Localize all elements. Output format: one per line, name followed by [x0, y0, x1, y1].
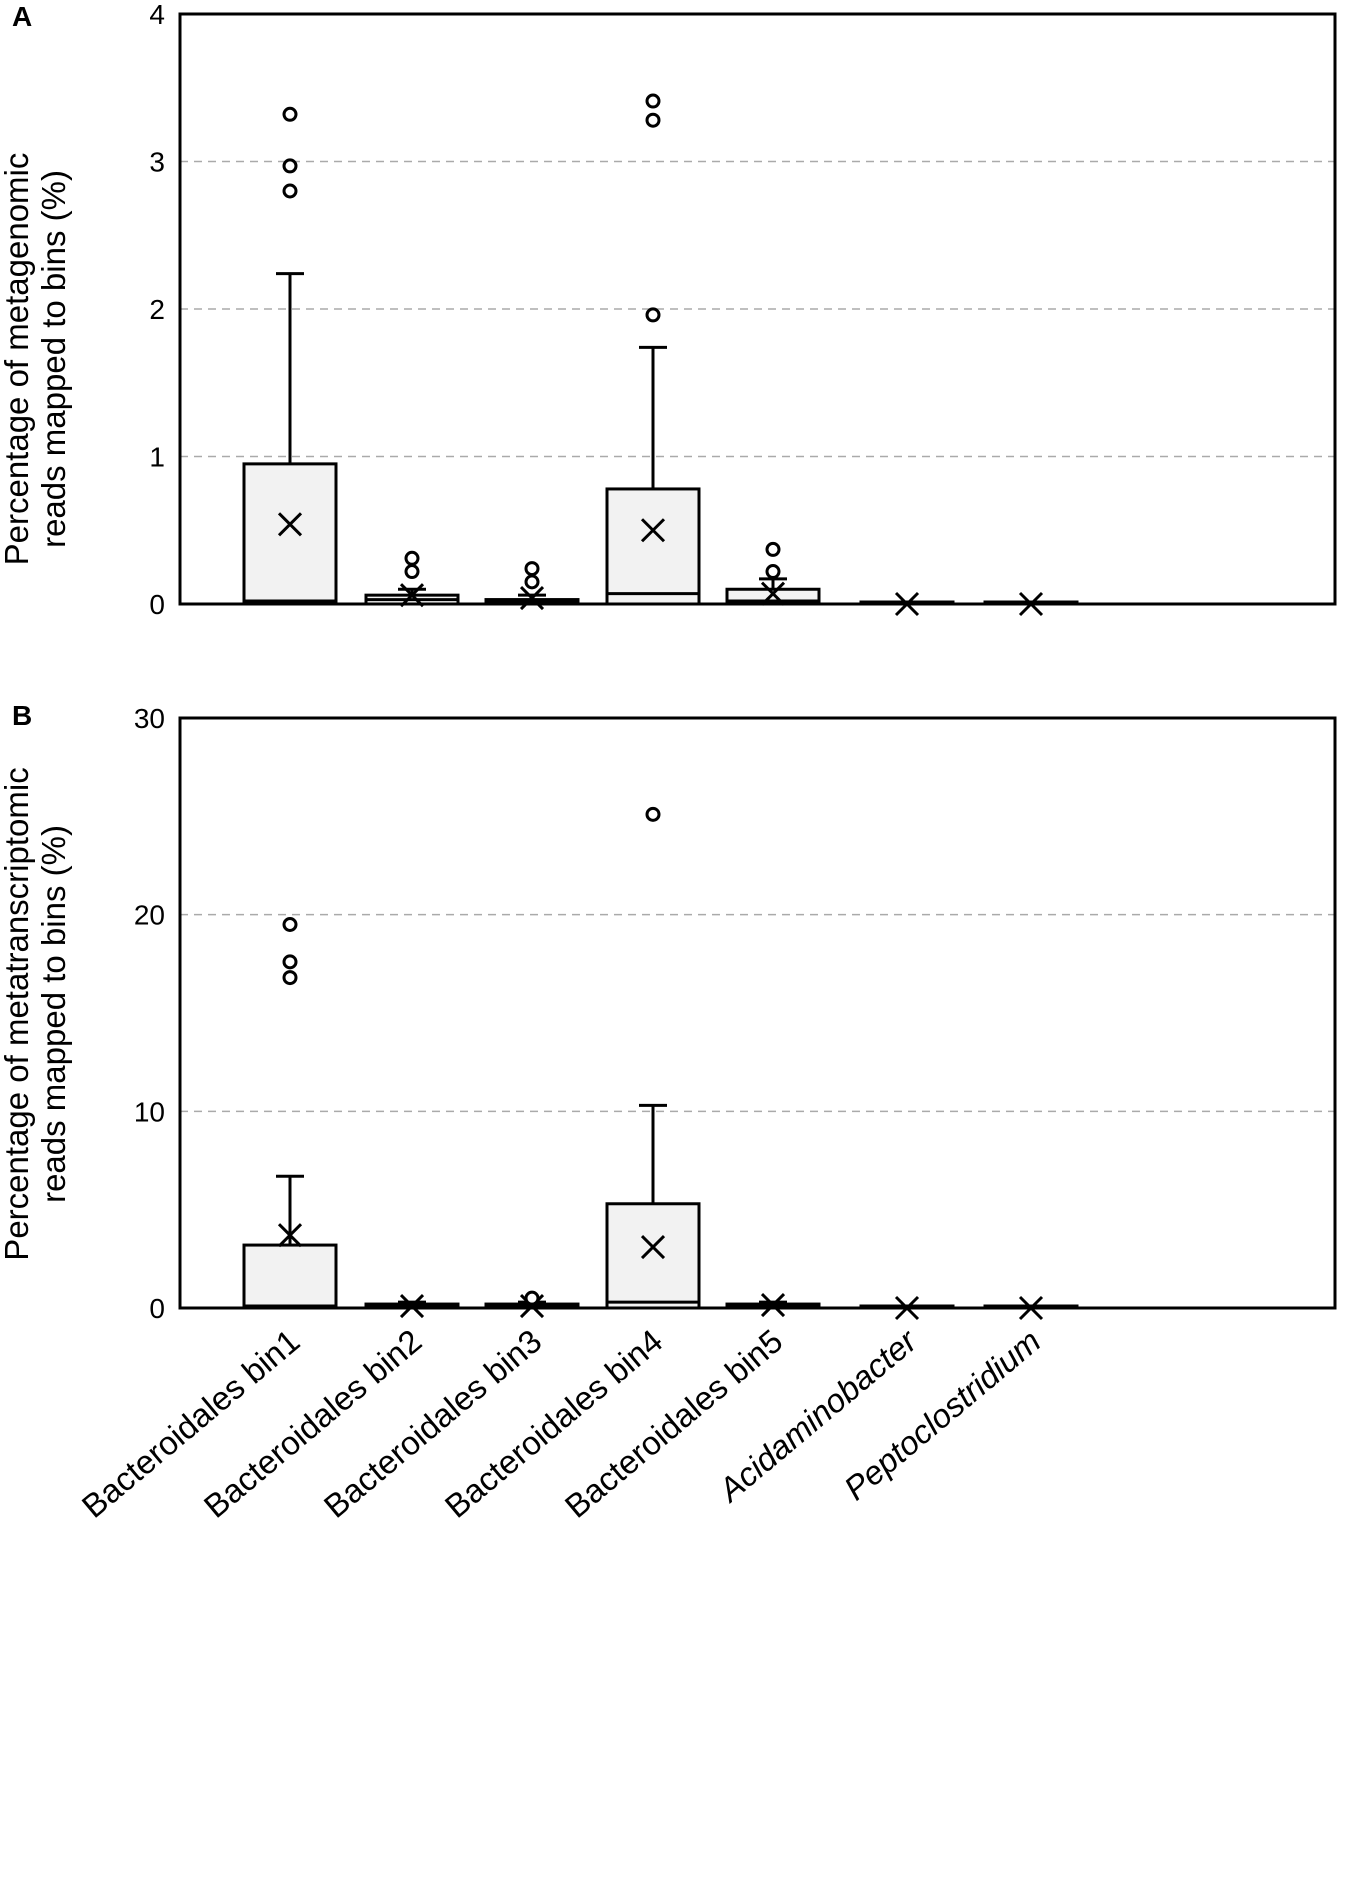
category-label-5: Bacteroidales bin5 [558, 1322, 790, 1525]
box-5 [725, 1292, 821, 1318]
box-2 [364, 1293, 460, 1319]
y-tick-label-20: 20 [134, 900, 165, 931]
panel-b: B Percentage of metatranscriptomic reads… [0, 700, 1337, 1324]
outlier-point [645, 307, 661, 323]
panel-letter-b: B [12, 700, 32, 731]
box-4 [605, 93, 701, 606]
outlier-point [282, 106, 298, 122]
box-1 [242, 106, 338, 606]
mean-marker-stroke-2 [760, 581, 786, 606]
panel-b-ylabel-line2: reads mapped to bins (%) [35, 825, 72, 1203]
box-iqr [242, 462, 338, 606]
outlier-point [765, 541, 781, 557]
category-label-2: Bacteroidales bin2 [197, 1322, 429, 1525]
outlier-point [282, 158, 298, 174]
panel-letter-a: A [12, 1, 32, 32]
outlier-point [524, 574, 540, 590]
box-4 [605, 806, 701, 1310]
panel-b-plot-frame [178, 716, 1337, 1310]
category-label-4: Bacteroidales bin4 [438, 1322, 670, 1525]
box-1 [242, 917, 338, 1310]
mean-marker-stroke-2 [277, 512, 303, 537]
panel-b-y-tick-labels: 0 10 20 30 [134, 703, 165, 1324]
panel-a-ylabel-line1: Percentage of metagenomic [0, 153, 35, 566]
panel-b-boxes [242, 806, 1079, 1321]
panel-a-gridlines [180, 160, 1335, 458]
panel-a-boxes [242, 93, 1079, 617]
y-tick-label-10: 10 [134, 1096, 165, 1127]
y-tick-label-1: 1 [149, 442, 165, 473]
y-tick-label-3: 3 [149, 147, 165, 178]
mean-marker-stroke-2 [399, 583, 425, 608]
mean-marker-stroke-2 [640, 518, 666, 543]
panel-a-ylabel-line2: reads mapped to bins (%) [35, 170, 72, 548]
category-label-3: Bacteroidales bin3 [317, 1322, 549, 1525]
box-iqr [605, 1202, 701, 1310]
outlier-point [282, 954, 298, 970]
outlier-point [524, 1290, 540, 1306]
outlier-point [404, 550, 420, 566]
outlier-point [282, 183, 298, 199]
box-iqr [242, 1243, 338, 1310]
mean-marker-stroke-2 [640, 1234, 666, 1260]
panel-a: A Percentage of metagenomic reads mapped… [0, 0, 1337, 620]
outlier-point [765, 564, 781, 580]
panel-a-y-tick-labels: 0 1 2 3 4 [149, 0, 165, 620]
y-tick-label-4: 4 [149, 0, 165, 30]
mean-marker-stroke-2 [760, 1292, 786, 1318]
panel-a-plot-frame [178, 12, 1337, 606]
outlier-point [645, 93, 661, 109]
box-3 [484, 1290, 580, 1319]
y-tick-label-2: 2 [149, 294, 165, 325]
outlier-point [645, 112, 661, 128]
outlier-point [404, 564, 420, 580]
box-3 [484, 561, 580, 611]
box-iqr [605, 487, 701, 606]
panel-b-ylabel-line1: Percentage of metatranscriptomic [0, 767, 35, 1260]
outlier-point [282, 917, 298, 932]
mean-marker-stroke-2 [399, 1293, 425, 1319]
mean-marker-stroke-2 [277, 1223, 303, 1248]
y-tick-label-0: 0 [149, 589, 165, 620]
panel-b-gridlines [180, 913, 1335, 1113]
y-tick-label-30: 30 [134, 703, 165, 734]
outlier-point [645, 806, 661, 822]
outlier-point [282, 970, 298, 986]
box-2 [364, 550, 460, 608]
box-5 [725, 541, 821, 606]
outlier-point [524, 561, 540, 577]
category-label-1: Bacteroidales bin1 [75, 1322, 307, 1525]
y-tick-label-0: 0 [149, 1293, 165, 1324]
